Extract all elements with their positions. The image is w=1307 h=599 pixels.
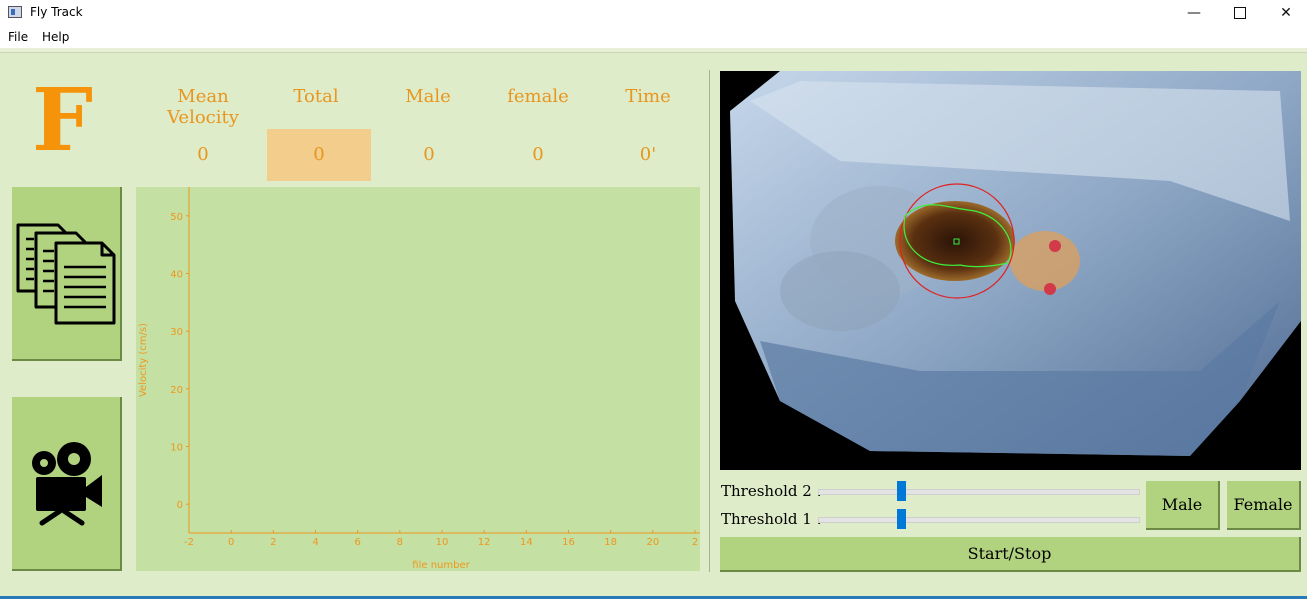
app-icon bbox=[8, 6, 22, 18]
y-axis-label: Velocity (cm/s) bbox=[138, 323, 149, 397]
x-tick-label: 14 bbox=[520, 537, 533, 548]
close-button[interactable]: ✕ bbox=[1263, 0, 1307, 26]
time-value: 0' bbox=[639, 144, 657, 165]
y-tick-label: 50 bbox=[170, 212, 183, 223]
y-tick-label: 20 bbox=[170, 385, 183, 396]
female-button[interactable]: Female bbox=[1227, 481, 1301, 530]
window-title: Fly Track bbox=[30, 5, 83, 19]
x-tick-label: 12 bbox=[478, 537, 491, 548]
velocity-chart-svg: 0 10 20 30 40 50 -2 0 2 4 6 8 10 12 14 16 18 20 2 file nu… bbox=[138, 187, 700, 571]
maximize-button[interactable] bbox=[1217, 0, 1263, 26]
toolbar-separator bbox=[0, 48, 1307, 53]
panel-divider bbox=[709, 70, 710, 572]
mean-velocity-header: Mean Velocity bbox=[167, 86, 239, 128]
menu-file[interactable]: File bbox=[8, 30, 29, 44]
minimize-icon: — bbox=[1187, 5, 1201, 21]
open-files-button[interactable] bbox=[12, 187, 122, 361]
female-value: 0 bbox=[532, 144, 544, 165]
video-feed bbox=[720, 71, 1301, 470]
status-bar bbox=[0, 596, 1307, 599]
x-tick-label: 8 bbox=[397, 537, 403, 548]
app-logo: F bbox=[32, 70, 94, 171]
total-header: Total bbox=[293, 86, 339, 107]
y-tick-label: 10 bbox=[170, 443, 183, 454]
maximize-icon bbox=[1234, 7, 1246, 19]
total-highlight bbox=[267, 129, 371, 181]
male-value: 0 bbox=[423, 144, 435, 165]
x-tick-label: 6 bbox=[354, 537, 360, 548]
threshold2-label: Threshold 2 : bbox=[721, 482, 822, 500]
menu-help[interactable]: Help bbox=[42, 30, 70, 44]
camera-button[interactable] bbox=[12, 397, 122, 571]
male-header: Male bbox=[405, 86, 451, 107]
threshold2-slider[interactable] bbox=[818, 489, 1140, 495]
threshold1-slider-handle[interactable] bbox=[897, 509, 907, 529]
x-tick-label: 16 bbox=[562, 537, 575, 548]
time-header: Time bbox=[625, 86, 671, 107]
female-header: female bbox=[507, 86, 569, 107]
threshold1-label: Threshold 1 : bbox=[721, 510, 822, 528]
close-icon: ✕ bbox=[1280, 5, 1292, 21]
y-tick-label: 0 bbox=[177, 500, 183, 511]
x-axis-label: file number bbox=[412, 560, 470, 571]
x-tick-label: 18 bbox=[604, 537, 617, 548]
video-camera-icon bbox=[32, 442, 102, 526]
documents-icon bbox=[16, 223, 116, 325]
y-tick-label: 40 bbox=[170, 270, 183, 281]
x-tick-label: 10 bbox=[436, 537, 449, 548]
menu-bar: File Help bbox=[0, 26, 1307, 48]
x-tick-label: 2 bbox=[270, 537, 276, 548]
mean-velocity-value: 0 bbox=[197, 144, 209, 165]
x-tick-label: 0 bbox=[228, 537, 234, 548]
total-value: 0 bbox=[313, 144, 325, 165]
y-tick-label: 30 bbox=[170, 327, 183, 338]
male-button[interactable]: Male bbox=[1146, 481, 1220, 530]
minimize-button[interactable]: — bbox=[1171, 0, 1217, 26]
video-frame bbox=[720, 71, 1301, 470]
x-tick-label: 2 bbox=[692, 537, 698, 548]
title-bar: Fly Track — ✕ bbox=[0, 0, 1307, 26]
x-tick-label: 20 bbox=[646, 537, 659, 548]
velocity-chart: 0 10 20 30 40 50 -2 0 2 4 6 8 10 12 14 16 18 20 2 file nu… bbox=[136, 187, 700, 571]
threshold2-slider-handle[interactable] bbox=[897, 481, 907, 501]
start-stop-button[interactable]: Start/Stop bbox=[720, 537, 1301, 572]
threshold1-slider[interactable] bbox=[818, 517, 1140, 523]
x-tick-label: 4 bbox=[312, 537, 318, 548]
x-tick-label: -2 bbox=[184, 537, 194, 548]
